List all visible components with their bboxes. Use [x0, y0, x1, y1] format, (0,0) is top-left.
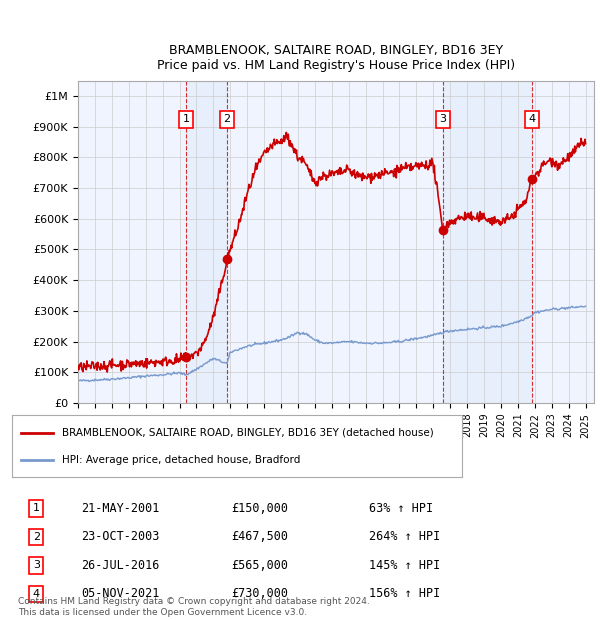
- Text: 3: 3: [32, 560, 40, 570]
- Text: 2: 2: [32, 532, 40, 542]
- Text: 145% ↑ HPI: 145% ↑ HPI: [369, 559, 440, 572]
- Text: 264% ↑ HPI: 264% ↑ HPI: [369, 531, 440, 543]
- Bar: [443, 81, 532, 403]
- Text: £730,000: £730,000: [231, 588, 288, 600]
- Text: HPI: Average price, detached house, Bradford: HPI: Average price, detached house, Brad…: [62, 455, 300, 465]
- Text: 3: 3: [439, 114, 446, 124]
- Title: BRAMBLENOOK, SALTAIRE ROAD, BINGLEY, BD16 3EY
Price paid vs. HM Land Registry's : BRAMBLENOOK, SALTAIRE ROAD, BINGLEY, BD1…: [157, 45, 515, 73]
- Text: BRAMBLENOOK, SALTAIRE ROAD, BINGLEY, BD16 3EY (detached house): BRAMBLENOOK, SALTAIRE ROAD, BINGLEY, BD1…: [62, 428, 433, 438]
- Text: 2: 2: [223, 114, 230, 124]
- Text: 23-OCT-2003: 23-OCT-2003: [81, 531, 160, 543]
- Text: £467,500: £467,500: [231, 531, 288, 543]
- Text: 21-MAY-2001: 21-MAY-2001: [81, 502, 160, 515]
- Text: 1: 1: [32, 503, 40, 513]
- Text: 26-JUL-2016: 26-JUL-2016: [81, 559, 160, 572]
- Text: 63% ↑ HPI: 63% ↑ HPI: [369, 502, 433, 515]
- Text: 1: 1: [182, 114, 190, 124]
- Text: 156% ↑ HPI: 156% ↑ HPI: [369, 588, 440, 600]
- Text: £565,000: £565,000: [231, 559, 288, 572]
- Bar: [186, 81, 227, 403]
- Text: 4: 4: [32, 589, 40, 599]
- Text: Contains HM Land Registry data © Crown copyright and database right 2024.
This d: Contains HM Land Registry data © Crown c…: [18, 598, 370, 617]
- Text: 05-NOV-2021: 05-NOV-2021: [81, 588, 160, 600]
- Text: £150,000: £150,000: [231, 502, 288, 515]
- Text: 4: 4: [529, 114, 536, 124]
